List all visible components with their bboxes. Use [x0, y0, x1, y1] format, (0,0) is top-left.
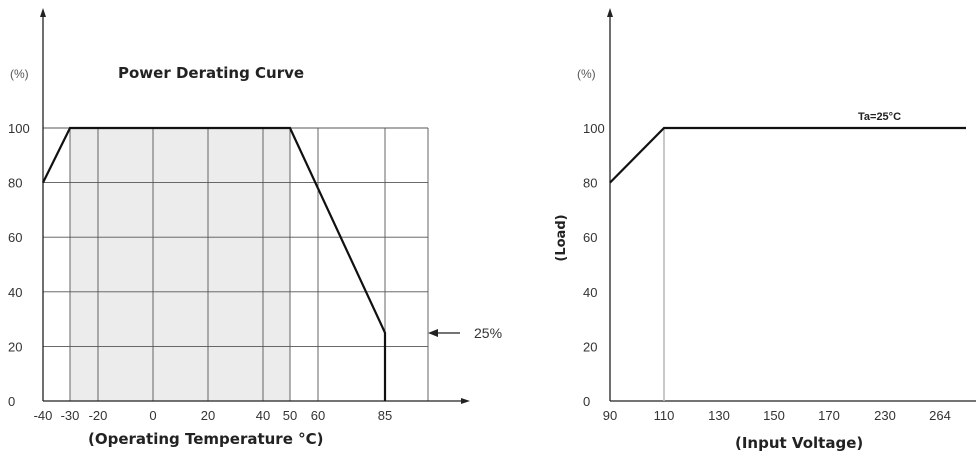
right-series-label: Ta=25°C	[858, 111, 901, 123]
right-y-tick-label: 20	[583, 339, 597, 354]
right-x-tick-label: 170	[818, 408, 840, 423]
left-y-tick-label: 40	[8, 285, 22, 300]
left-x-tick-label: -40	[34, 408, 53, 423]
left-unit-label: (%)	[10, 67, 29, 81]
left-x-axis-label: (Operating Temperature °C)	[88, 430, 323, 448]
left-x-tick-label: 60	[311, 408, 325, 423]
input-voltage-derating-chart: 0 20 40 60 80 100 90 110 130 150 170 230 264 (%) (L…	[554, 8, 976, 452]
right-y-tick-labels: 0 20 40 60 80 100	[583, 121, 605, 409]
left-x-tick-label: 40	[256, 408, 270, 423]
right-derating-curve	[609, 126, 966, 184]
left-x-tick-label: 20	[201, 408, 215, 423]
right-x-tick-labels: 90 110 130 150 170 230 264	[603, 408, 951, 423]
left-x-tick-label: 50	[283, 408, 297, 423]
left-y-axis-arrow-icon	[40, 8, 46, 17]
left-chart-title: Power Derating Curve	[118, 64, 304, 82]
left-y-tick-label: 80	[8, 176, 22, 191]
right-y-tick-label: 60	[583, 230, 597, 245]
temperature-derating-chart: 0 20 40 60 80 100 -40 -30 -20 0 20 40 50 60 85 (%) Po…	[8, 8, 502, 448]
left-y-tick-label: 60	[8, 230, 22, 245]
right-x-axis-label: (Input Voltage)	[735, 434, 863, 452]
right-y-tick-label: 100	[583, 121, 605, 136]
right-x-tick-label: 230	[874, 408, 896, 423]
left-y-tick-label: 0	[8, 394, 15, 409]
left-x-axis-arrow-icon	[461, 398, 470, 404]
right-y-tick-label: 0	[583, 394, 590, 409]
right-x-tick-label: 110	[654, 408, 675, 423]
right-x-tick-label: 90	[603, 408, 617, 423]
annotation-25-percent: 25%	[474, 325, 502, 341]
left-x-tick-label: -30	[61, 408, 80, 423]
left-x-tick-labels: -40 -30 -20 0 20 40 50 60 85	[34, 408, 393, 423]
right-unit-label: (%)	[577, 67, 596, 81]
annotation-arrow-icon	[428, 329, 438, 337]
left-y-tick-label: 100	[8, 121, 30, 136]
right-y-axis-arrow-icon	[607, 8, 613, 17]
right-y-axis-label: (Load)	[554, 214, 569, 261]
left-y-tick-label: 20	[8, 339, 22, 354]
left-y-tick-labels: 0 20 40 60 80 100	[8, 121, 30, 409]
right-x-tick-label: 130	[708, 408, 730, 423]
right-x-tick-label: 264	[929, 408, 951, 423]
left-x-tick-label: 85	[378, 408, 392, 423]
left-derating-curve	[42, 126, 387, 401]
right-y-tick-label: 40	[583, 285, 597, 300]
left-x-tick-label: 0	[149, 408, 156, 423]
right-x-tick-label: 150	[763, 408, 785, 423]
shaded-operating-region	[70, 128, 290, 401]
right-y-tick-label: 80	[583, 176, 597, 191]
left-x-tick-label: -20	[89, 408, 108, 423]
